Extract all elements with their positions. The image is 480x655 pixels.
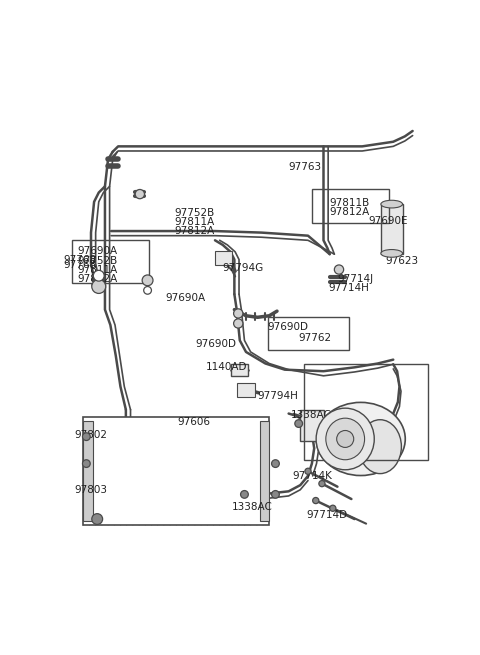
Bar bbox=[260, 421, 269, 521]
Bar bbox=[268, 317, 349, 350]
Text: 97802: 97802 bbox=[74, 430, 107, 440]
Text: 1338AC: 1338AC bbox=[291, 409, 332, 420]
Text: 97803: 97803 bbox=[74, 485, 107, 495]
Text: 97690D: 97690D bbox=[196, 339, 237, 349]
Text: 97752B: 97752B bbox=[77, 255, 117, 266]
Circle shape bbox=[312, 498, 319, 504]
Text: 1338AC: 1338AC bbox=[232, 502, 273, 512]
Circle shape bbox=[234, 309, 243, 318]
Circle shape bbox=[295, 420, 302, 428]
Text: 97752B: 97752B bbox=[175, 208, 215, 218]
Text: 97714J: 97714J bbox=[337, 274, 373, 284]
Bar bbox=[237, 383, 255, 397]
Bar bbox=[304, 364, 428, 460]
Text: 1140AD: 1140AD bbox=[206, 362, 247, 372]
Bar bbox=[215, 251, 232, 265]
Ellipse shape bbox=[359, 420, 401, 474]
Text: 97606: 97606 bbox=[178, 417, 211, 428]
Text: 97812A: 97812A bbox=[330, 207, 370, 217]
Text: 97768: 97768 bbox=[64, 255, 97, 265]
Text: 97690A: 97690A bbox=[166, 293, 205, 303]
Text: 97794G: 97794G bbox=[223, 263, 264, 273]
Text: 97763: 97763 bbox=[288, 162, 322, 172]
Text: 97812A: 97812A bbox=[175, 227, 215, 236]
Ellipse shape bbox=[316, 408, 374, 470]
Text: 97811A: 97811A bbox=[77, 265, 117, 275]
Ellipse shape bbox=[381, 200, 403, 208]
Bar bbox=[300, 409, 324, 441]
Bar bbox=[72, 240, 149, 283]
Ellipse shape bbox=[316, 402, 405, 476]
Circle shape bbox=[92, 514, 103, 525]
Text: 97811B: 97811B bbox=[330, 198, 370, 208]
Bar bbox=[381, 204, 403, 254]
Circle shape bbox=[83, 433, 90, 441]
Text: 97623: 97623 bbox=[385, 255, 419, 266]
Text: 97714D: 97714D bbox=[306, 510, 348, 520]
Circle shape bbox=[92, 280, 106, 293]
Bar bbox=[83, 421, 93, 521]
Circle shape bbox=[93, 271, 104, 281]
Text: 97690E: 97690E bbox=[369, 215, 408, 226]
Circle shape bbox=[335, 265, 344, 274]
Bar bbox=[230, 364, 248, 376]
Text: 97811A: 97811A bbox=[175, 217, 215, 227]
Text: 97762: 97762 bbox=[298, 333, 331, 343]
Bar bbox=[83, 417, 269, 525]
Text: 97690A: 97690A bbox=[77, 246, 117, 257]
Text: 97812A: 97812A bbox=[77, 274, 117, 284]
Circle shape bbox=[272, 460, 279, 468]
Circle shape bbox=[135, 189, 144, 198]
Text: 97690D: 97690D bbox=[268, 322, 309, 332]
Ellipse shape bbox=[336, 430, 354, 447]
Circle shape bbox=[240, 491, 248, 498]
Circle shape bbox=[305, 468, 311, 474]
Circle shape bbox=[83, 460, 90, 468]
Circle shape bbox=[272, 491, 279, 498]
Ellipse shape bbox=[381, 250, 403, 257]
Circle shape bbox=[142, 275, 153, 286]
Circle shape bbox=[234, 319, 243, 328]
Text: 97768: 97768 bbox=[64, 260, 97, 271]
Circle shape bbox=[330, 505, 336, 512]
Text: 97794H: 97794H bbox=[258, 391, 299, 402]
Text: 97714H: 97714H bbox=[328, 284, 369, 293]
Bar bbox=[312, 189, 389, 223]
Circle shape bbox=[144, 286, 152, 294]
Text: 97714K: 97714K bbox=[292, 472, 332, 481]
Ellipse shape bbox=[326, 418, 365, 460]
Circle shape bbox=[319, 481, 325, 487]
